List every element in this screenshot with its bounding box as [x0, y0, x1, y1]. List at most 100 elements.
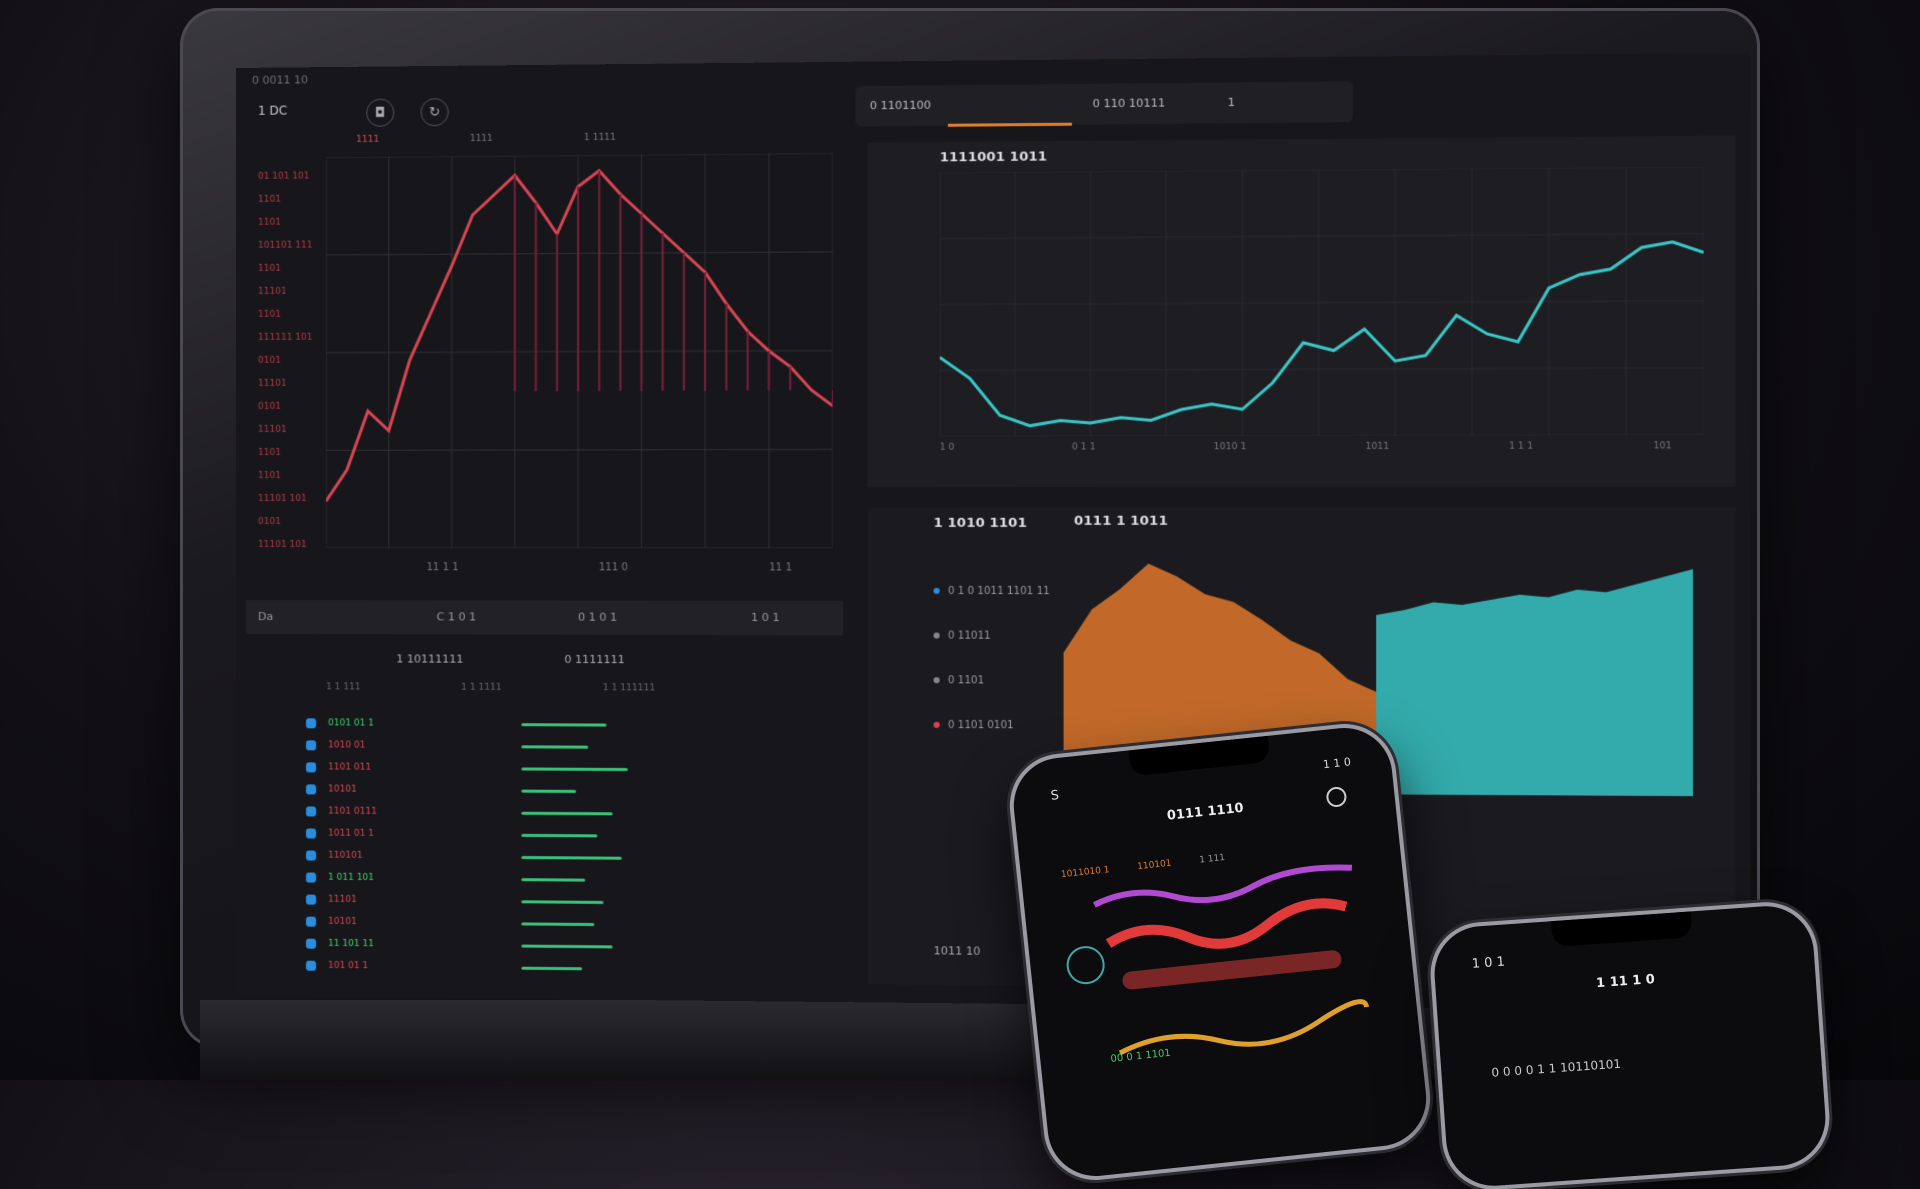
list-item-label: 110101: [328, 851, 449, 862]
list-item-label: 10101: [328, 917, 449, 928]
status-dot-icon: [306, 740, 316, 750]
list-item[interactable]: 1101 0111: [306, 800, 812, 825]
grid-line: [940, 167, 1704, 173]
y-tick-label: 1101: [258, 448, 328, 471]
tab-extra[interactable]: 1: [1228, 96, 1235, 109]
y-tick-label: 11101 101: [258, 494, 328, 517]
y-tick-label: 0101: [258, 517, 328, 540]
tab-3[interactable]: 0 1 0 1: [578, 611, 617, 624]
y-tick-label: 1101: [258, 310, 328, 333]
y-tick-label: 101101 111: [258, 240, 328, 263]
list-item-bar: [521, 833, 597, 837]
phone-status-left: 1 0 1: [1471, 955, 1505, 972]
list-item-bar: [521, 856, 621, 860]
area-legend-title: 1 1010 1101: [934, 516, 1027, 531]
active-tab-underline: [948, 123, 1072, 127]
list-item-bar: [521, 723, 606, 726]
grid-line: [326, 449, 833, 450]
wave-red: [1107, 901, 1349, 956]
phone-tab[interactable]: 1 111: [1199, 853, 1226, 866]
phone-tab[interactable]: 1011010 1: [1061, 865, 1110, 880]
status-dot-icon: [306, 762, 316, 772]
list-item-bar: [521, 966, 582, 970]
y-tick-label: 11101: [258, 425, 328, 448]
y-axis-labels: 01 101 10111011101101101 111110111101110…: [258, 171, 328, 563]
status-dot-icon: [306, 917, 316, 927]
phone-status-right: 1 1 0: [1322, 755, 1351, 771]
grid-line: [326, 351, 833, 353]
red-series-line: [326, 169, 833, 501]
list-item-label: 1011 01 1: [328, 829, 449, 840]
list-item-bar: [521, 922, 594, 926]
grid-line: [326, 153, 833, 157]
phone-left: S 1 1 0 0111 1110 1011010 1 110101 1 111…: [1009, 723, 1431, 1180]
camera-icon[interactable]: ◘: [366, 99, 394, 127]
teal-chart-card: 1111001 1011 1 0 0 1 1 1010 1 1011 1 1 1…: [868, 135, 1736, 487]
grid-line: [940, 301, 1704, 305]
status-dot-icon: [306, 850, 316, 860]
y-tick-label: 0101: [258, 402, 328, 425]
list-item-label: 11 101 11: [328, 939, 449, 950]
grid-line: [326, 252, 833, 255]
window-topbar: 0 0011 10: [252, 73, 308, 87]
status-dot-icon: [306, 961, 316, 971]
y-tick-label: 11101: [258, 379, 328, 402]
grid-line: [940, 368, 1704, 371]
tab-2[interactable]: C 1 0 1: [437, 610, 476, 623]
list-item-label: 1 011 101: [328, 873, 449, 884]
y-tick-label: 11101: [258, 287, 328, 310]
legend-item[interactable]: 0 1 0 1011 1101 11: [934, 569, 1050, 614]
dashboard-screen: 0 0011 10 1 DC ◘ ↻ 1111 1111 1 1111 01 1…: [236, 53, 1750, 1012]
status-dot-icon: [306, 873, 316, 883]
list-item[interactable]: 10101: [306, 778, 812, 803]
list-item-bar: [521, 811, 612, 815]
status-dot-icon: [306, 806, 316, 816]
phone-bottom-row: 0 0 0 0 1 1 10110101: [1491, 1057, 1621, 1080]
list-item[interactable]: 101 01 1: [306, 955, 812, 982]
phone-tab[interactable]: 110101: [1137, 859, 1172, 873]
list-item[interactable]: 1101 011: [306, 756, 812, 781]
list-item-bar: [521, 745, 588, 748]
phone-status-left: S: [1050, 788, 1060, 804]
legend-item[interactable]: 0 1101: [934, 658, 1050, 703]
list-item-bar: [521, 900, 603, 904]
left-tabs-bar: Da C 1 0 1 0 1 0 1 1 0 1: [246, 600, 843, 635]
refresh-icon[interactable]: ↻: [420, 98, 448, 126]
list-item[interactable]: 0101 01 1: [306, 712, 812, 736]
teal-series-line: [940, 242, 1704, 426]
y-tick-label: 0101: [258, 356, 328, 379]
y-tick-label: 11101 101: [258, 540, 328, 563]
tab-overview[interactable]: 0 1101100: [870, 99, 931, 113]
left-panel: 1 DC ◘ ↻ 1111 1111 1 1111 01 101 1011101…: [246, 86, 833, 977]
list-item[interactable]: 1010 01: [306, 734, 812, 759]
tab-details[interactable]: 0 110 10111: [1093, 96, 1166, 110]
red-line-chart: [326, 153, 833, 548]
status-dot-icon: [306, 718, 316, 728]
y-tick-label: 111111 101: [258, 333, 328, 356]
area-legend: 0 1 0 1011 1101 11 0 11011 0 1101 0 1101…: [934, 569, 1050, 748]
teal-x-labels: 1 0 0 1 1 1010 1 1011 1 1 1 101: [940, 441, 1672, 453]
list-item-bar: [521, 878, 585, 882]
grid-line: [940, 435, 1704, 437]
status-dot-icon: [306, 895, 316, 905]
area-footer: 1011 10: [934, 944, 981, 958]
list-item-label: 0101 01 1: [328, 718, 449, 729]
area-chart-title: 0111 1 1011: [1074, 514, 1168, 529]
teal-line-chart: [940, 167, 1704, 437]
status-dot-icon: [306, 828, 316, 838]
wave-band: [1122, 949, 1343, 990]
list-item-label: 11101: [328, 895, 449, 906]
list-item-bar: [521, 944, 612, 948]
area-series-2: [1376, 569, 1693, 796]
left-panel-title: 1 DC: [258, 104, 287, 118]
y-tick-label: 1101: [258, 194, 328, 218]
asset-list: 0101 01 1 1010 011101 011 10101 1101 0111 10…: [306, 712, 812, 981]
tab-4[interactable]: 1 0 1: [751, 611, 780, 624]
legend-item[interactable]: 0 1101 0101: [934, 703, 1050, 748]
legend-item[interactable]: 0 11011: [934, 613, 1050, 658]
right-tabs-bar: 0 1101100 0 110 10111 1: [855, 81, 1353, 126]
series-labels: 1111 1111 1 1111: [356, 133, 616, 145]
list-item-label: 101 01 1: [328, 961, 449, 972]
tab-da[interactable]: Da: [258, 610, 273, 623]
list-item-label: 10101: [328, 785, 449, 796]
